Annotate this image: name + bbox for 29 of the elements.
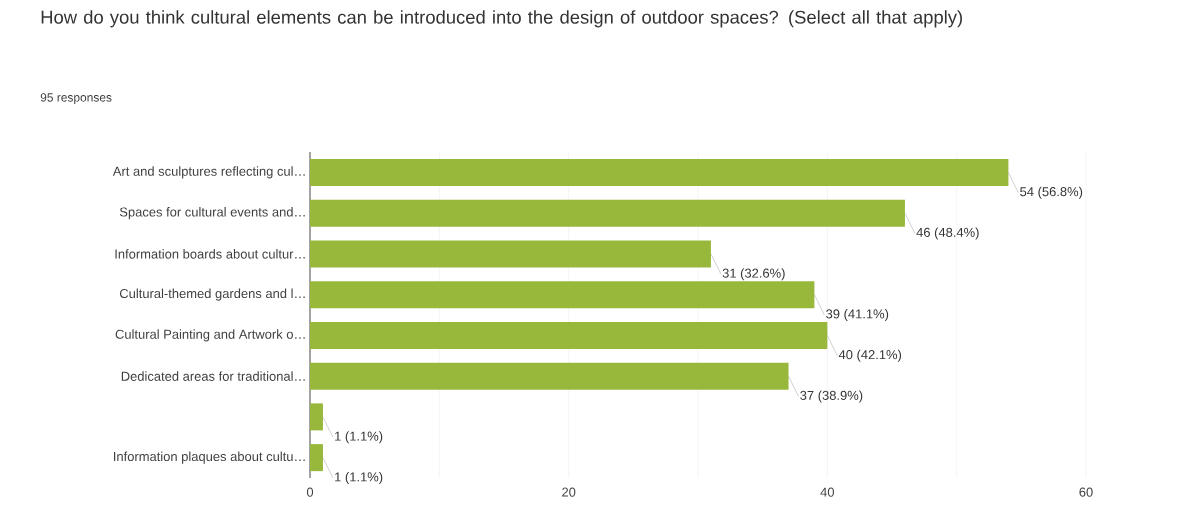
data-label: 37 (38.9%)	[800, 390, 863, 403]
y-tick-label: Information boards about cultur…	[115, 249, 305, 259]
bar	[310, 362, 789, 390]
chart-title: How do you think cultural elements can be introduced into the design of outdoor spaces? (Select all that apply)	[41, 10, 962, 28]
data-label: 1 (1.1%)	[335, 471, 383, 485]
data-label: 1 (1.1%)	[335, 431, 383, 444]
bar	[310, 444, 323, 472]
y-tick-label: Cultural Painting and Artwork o…	[115, 329, 305, 342]
bar	[310, 403, 323, 431]
data-label: 31 (32.6%)	[722, 268, 785, 281]
y-tick-label: Cultural-themed gardens and l…	[119, 288, 305, 301]
data-label: 40 (42.1%)	[838, 349, 902, 362]
data-label: 54 (56.8%)	[1020, 186, 1083, 199]
bar	[310, 321, 828, 349]
data-label: 46 (48.4%)	[916, 227, 979, 240]
bar	[310, 158, 1009, 186]
bar	[310, 281, 815, 309]
y-tick-label: Dedicated areas for traditional…	[121, 371, 305, 381]
y-tick-label: Spaces for cultural events and…	[119, 207, 305, 220]
data-label: 39 (41.1%)	[826, 308, 889, 322]
text: 95 responses	[40, 93, 112, 105]
x-tick-label: 20	[562, 487, 576, 497]
x-tick-label: 40	[820, 487, 835, 497]
y-tick-label: Information plaques about cultu…	[114, 451, 305, 464]
x-tick-label: 60	[1079, 487, 1093, 497]
bar	[310, 199, 905, 227]
bar	[310, 240, 711, 268]
y-tick-label: Art and sculptures reflecting cul…	[112, 166, 305, 179]
x-tick-label: 0	[306, 487, 314, 497]
